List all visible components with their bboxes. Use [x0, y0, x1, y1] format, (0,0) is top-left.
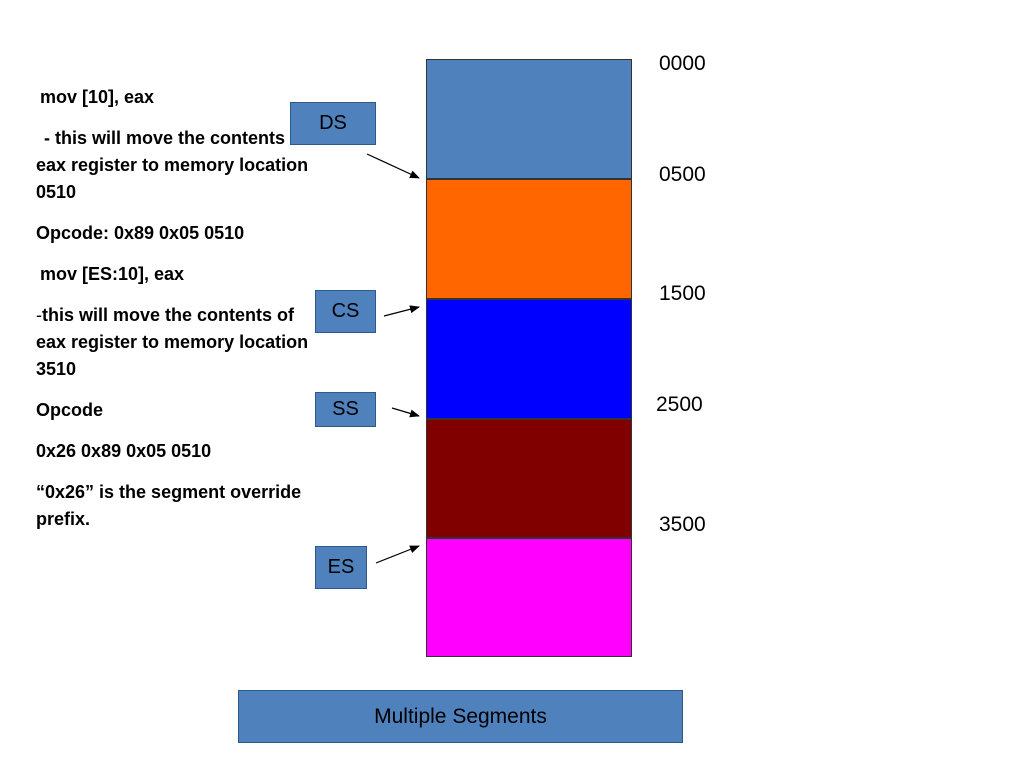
instruction-mov-direct: mov [10], eax: [40, 87, 155, 107]
instruction-mov-es: mov [ES:10], eax: [40, 264, 185, 284]
es-register-box: ES: [315, 546, 367, 589]
segment-override-note: “0x26” is the segment override prefix.: [36, 482, 302, 529]
caption-box: Multiple Segments: [238, 690, 683, 743]
address-label-0000: 0000: [659, 52, 706, 75]
opcode-direct: Opcode: 0x89 0x05 0510: [36, 223, 245, 243]
dash-marker: -: [36, 305, 42, 325]
opcode-label: Opcode: [36, 400, 104, 420]
opcode-es: 0x26 0x89 0x05 0510: [36, 441, 212, 461]
address-label-0500: 0500: [659, 163, 706, 186]
es-arrow: [375, 545, 420, 564]
instruction-mov-direct-description: - this will move the contents of eax reg…: [36, 128, 309, 202]
ds-arrow: [366, 153, 420, 179]
memory-block-cs: [426, 299, 632, 419]
address-label-3500: 3500: [659, 513, 706, 536]
cs-register-box: CS: [315, 290, 376, 333]
memory-block-ss: [426, 419, 632, 538]
ds-register-box: DS: [290, 102, 376, 145]
memory-block-es: [426, 538, 632, 657]
ss-register-box: SS: [315, 392, 376, 427]
ss-arrow: [391, 407, 420, 418]
cs-arrow: [383, 305, 420, 317]
instruction-mov-es-description: -this will move the contents of eax regi…: [36, 302, 311, 383]
instruction-mov-es-description-text: this will move the contents of eax regis…: [36, 305, 309, 379]
memory-block-orange: [426, 179, 632, 299]
notes-text-block: mov [10], eax - this will move the conte…: [36, 84, 311, 547]
address-label-1500: 1500: [659, 282, 706, 305]
memory-block-ds: [426, 59, 632, 179]
address-label-2500: 2500: [656, 393, 703, 416]
